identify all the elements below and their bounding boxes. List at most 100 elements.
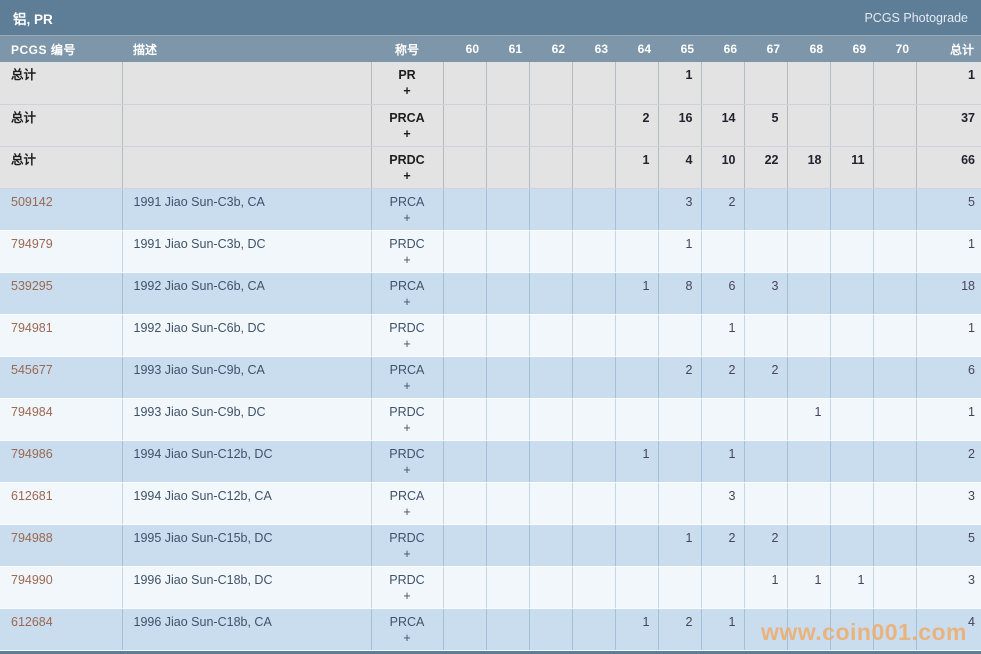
pcgs-number-cell: 总计 — [0, 146, 123, 189]
table-row: 794979 1991 Jiao Sun-C3b, DC PRDC + 1 1 — [0, 230, 981, 273]
description-cell: 1991 Jiao Sun-C3b, DC — [122, 230, 372, 273]
grade-count-cell-70 — [873, 230, 917, 273]
grade-count-cell-63 — [572, 524, 616, 567]
grade-count-cell-67 — [744, 398, 788, 441]
grade-count-cell-64: 2 — [615, 104, 659, 147]
designation-plus: + — [403, 210, 411, 225]
grade-count-cell-62 — [529, 440, 573, 483]
total-cell: 3 — [916, 566, 981, 609]
designation-cell: PRCA + — [371, 356, 444, 399]
grade-count-cell-68 — [787, 482, 831, 525]
designation-cell: PRCA + — [371, 104, 444, 147]
total-cell: 2 — [916, 440, 981, 483]
summary-row-label: 总计 — [11, 68, 37, 82]
designation-plus: + — [403, 462, 411, 477]
grade-count-cell-60 — [443, 356, 487, 399]
pcgs-number-link[interactable]: 794986 — [11, 446, 53, 461]
description-cell — [122, 104, 372, 147]
grade-count-cell-62 — [529, 272, 573, 315]
grade-count-cell-60 — [443, 62, 487, 105]
column-header-total: 总计 — [916, 36, 981, 62]
column-header-description: 描述 — [122, 36, 371, 62]
designation-code: PRCA — [389, 488, 425, 503]
grade-count-cell-69 — [830, 104, 874, 147]
pcgs-number-cell: 794981 — [0, 314, 123, 357]
grade-count-cell-61 — [486, 104, 530, 147]
grade-count-cell-69 — [830, 524, 874, 567]
pcgs-number-link[interactable]: 794979 — [11, 236, 53, 251]
grade-count-cell-68 — [787, 272, 831, 315]
grade-count-cell-66 — [701, 398, 745, 441]
grade-count-cell-69 — [830, 62, 874, 105]
pcgs-number-link[interactable]: 794988 — [11, 530, 53, 545]
grade-count-cell-60 — [443, 146, 487, 189]
total-cell: 1 — [916, 314, 981, 357]
grade-count-cell-65 — [658, 440, 702, 483]
grade-count-cell-70 — [873, 566, 917, 609]
summary-row-label: 总计 — [11, 110, 37, 125]
grade-count-cell-62 — [529, 356, 573, 399]
grade-count-cell-61 — [486, 188, 530, 231]
grade-count-cell-67: 5 — [744, 104, 788, 147]
column-header-designation: 称号 — [371, 36, 443, 62]
grade-count-cell-69 — [830, 440, 874, 483]
grade-count-cell-62 — [529, 146, 573, 189]
grade-count-cell-68 — [787, 62, 831, 105]
grade-count-cell-66 — [701, 230, 745, 273]
designation-cell: PRCA + — [371, 272, 444, 315]
total-cell: 1 — [916, 62, 981, 105]
designation-code: PRDC — [389, 572, 425, 587]
grade-count-cell-61 — [486, 608, 530, 651]
grade-count-cell-65: 16 — [658, 104, 702, 147]
grade-count-cell-69: 1 — [830, 566, 874, 609]
pcgs-number-link[interactable]: 612684 — [11, 614, 53, 629]
grade-count-cell-69 — [830, 356, 874, 399]
grade-count-cell-70 — [873, 272, 917, 315]
pcgs-number-link[interactable]: 539295 — [11, 278, 53, 293]
designation-plus: + — [403, 84, 411, 98]
grade-count-cell-70 — [873, 608, 917, 651]
pcgs-number-cell: 794990 — [0, 566, 123, 609]
column-header-grade-66: 66 — [701, 36, 744, 62]
description-cell: 1996 Jiao Sun-C18b, DC — [122, 566, 372, 609]
grade-count-cell-60 — [443, 440, 487, 483]
pcgs-number-link[interactable]: 794981 — [11, 320, 53, 335]
grade-count-cell-67 — [744, 188, 788, 231]
pcgs-number-cell: 总计 — [0, 62, 123, 105]
grade-count-cell-64: 1 — [615, 608, 659, 651]
grade-count-cell-65: 1 — [658, 524, 702, 567]
pcgs-number-link[interactable]: 794990 — [11, 572, 53, 587]
grade-count-cell-60 — [443, 398, 487, 441]
grade-count-cell-61 — [486, 314, 530, 357]
grade-count-cell-66: 2 — [701, 356, 745, 399]
description-cell: 1992 Jiao Sun-C6b, CA — [122, 272, 372, 315]
grade-count-cell-67 — [744, 482, 788, 525]
total-cell: 3 — [916, 482, 981, 525]
designation-plus: + — [403, 168, 411, 183]
grade-count-cell-67: 1 — [744, 566, 788, 609]
grade-count-cell-61 — [486, 230, 530, 273]
grade-count-cell-61 — [486, 398, 530, 441]
description-cell: 1993 Jiao Sun-C9b, DC — [122, 398, 372, 441]
column-header-grade-65: 65 — [658, 36, 701, 62]
pcgs-number-link[interactable]: 794984 — [11, 404, 53, 419]
population-table: PCGS 编号 描述 称号 60 61 62 63 64 65 66 67 68 69 70 总计 总… — [0, 36, 981, 651]
description-cell — [122, 62, 372, 105]
grade-count-cell-61 — [486, 356, 530, 399]
grade-count-cell-64 — [615, 230, 659, 273]
photograde-link[interactable]: PCGS Photograde — [864, 10, 968, 25]
grade-count-cell-64 — [615, 482, 659, 525]
designation-cell: PRDC + — [371, 524, 444, 567]
column-header-grade-67: 67 — [744, 36, 787, 62]
pcgs-number-link[interactable]: 509142 — [11, 194, 53, 209]
total-cell: 4 — [916, 608, 981, 651]
designation-cell: PRDC + — [371, 314, 444, 357]
pcgs-number-link[interactable]: 545677 — [11, 362, 53, 377]
pcgs-number-link[interactable]: 612681 — [11, 488, 53, 503]
pcgs-number-cell: 794984 — [0, 398, 123, 441]
grade-count-cell-68 — [787, 314, 831, 357]
grade-count-cell-62 — [529, 398, 573, 441]
